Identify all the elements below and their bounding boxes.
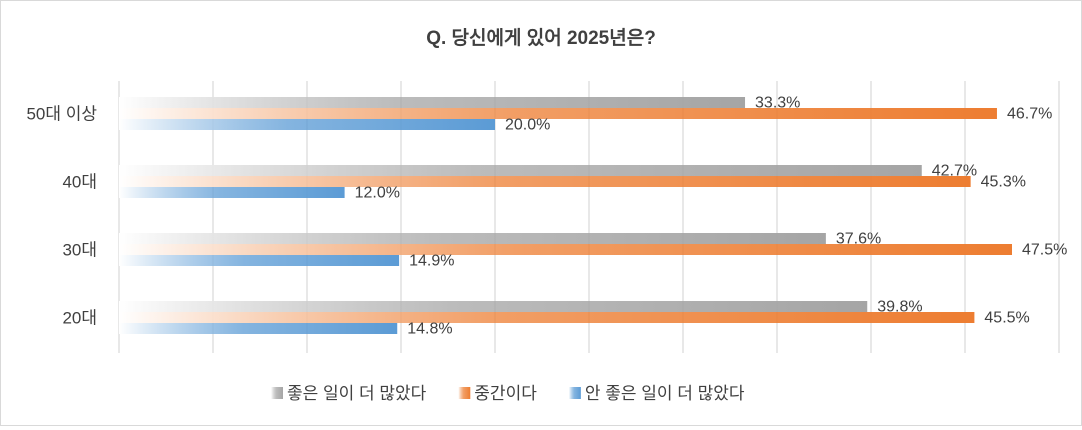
bar <box>119 323 398 334</box>
category-label: 50대 이상 <box>26 105 97 124</box>
data-label: 20.0% <box>505 117 550 134</box>
chart-title: Q. 당신에게 있어 2025년은? <box>426 27 656 49</box>
bar <box>119 176 971 187</box>
legend-label: 안 좋은 일이 더 많았다 <box>585 384 745 403</box>
data-label: 42.7% <box>932 163 977 180</box>
data-label: 46.7% <box>1007 106 1052 123</box>
data-label: 47.5% <box>1022 242 1067 259</box>
data-label: 39.8% <box>877 299 922 316</box>
bar <box>119 97 746 108</box>
bar <box>119 233 826 244</box>
category-label: 40대 <box>62 173 97 192</box>
bar <box>119 108 997 119</box>
legend-swatch <box>458 387 471 399</box>
legend-swatch <box>568 387 581 399</box>
bar <box>119 301 868 312</box>
category-labels: 50대 이상 40대 30대 20대 <box>26 105 97 328</box>
bar <box>119 255 400 266</box>
bar <box>119 312 975 323</box>
category-label: 20대 <box>62 309 97 328</box>
bar <box>119 119 495 130</box>
data-label: 33.3% <box>755 95 800 112</box>
data-label: 45.3% <box>981 174 1026 191</box>
legend-swatch <box>271 387 283 399</box>
data-label: 37.6% <box>836 231 881 248</box>
data-label: 14.8% <box>407 321 452 338</box>
legend-label: 좋은 일이 더 많았다 <box>287 384 427 403</box>
bars <box>119 97 1012 334</box>
bar <box>119 187 345 198</box>
bar <box>119 165 922 176</box>
bar <box>119 244 1012 255</box>
data-label: 14.9% <box>409 253 454 270</box>
data-label: 45.5% <box>984 310 1029 327</box>
category-label: 30대 <box>62 241 97 260</box>
legend: 좋은 일이 더 많았다 중간이다 안 좋은 일이 더 많았다 <box>271 384 745 403</box>
legend-label: 중간이다 <box>474 384 537 403</box>
data-label: 12.0% <box>355 185 400 202</box>
data-labels: 33.3% 46.7% 20.0% 42.7%45.3% 12.0% 37.6% 47.5%… <box>355 95 1068 338</box>
